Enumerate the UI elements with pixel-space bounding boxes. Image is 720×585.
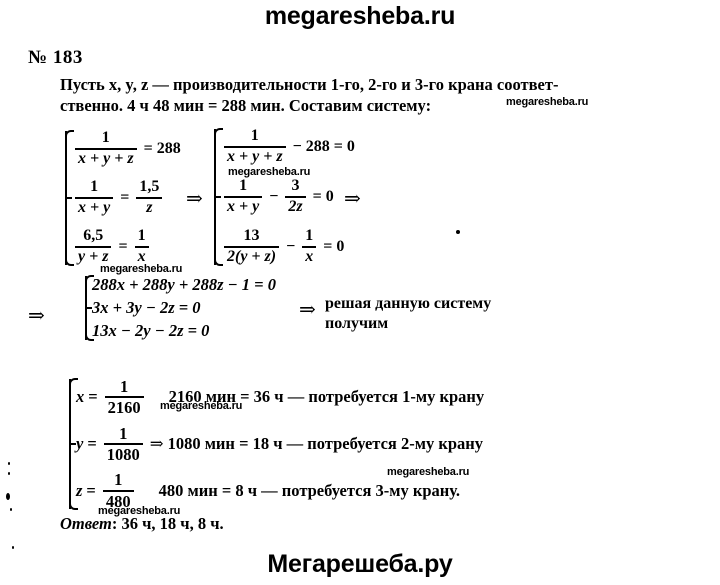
implies-arrow-1: ⇒ — [186, 188, 203, 210]
system-brace — [78, 275, 94, 341]
equation-system-2: 1 x + y + z − 288 = 0 1 x + y − 3 2z = 0 — [207, 127, 355, 266]
equation-1-2: 1 x + y = 1,5 z — [72, 178, 181, 217]
equation-3-1: 288x + 288y + 288z − 1 = 0 — [92, 275, 276, 294]
fraction: 3 2z — [285, 177, 306, 216]
implies-arrow-2: ⇒ — [344, 188, 361, 210]
inline-watermark: megaresheba.ru — [160, 400, 243, 412]
problem-statement: Пусть x, y, z — производительности 1-го,… — [60, 74, 670, 116]
solutions-rows: x = 1 2160 2160 мин = 36 ч — потребуется… — [76, 378, 484, 510]
equation-2-2: 1 x + y − 3 2z = 0 — [221, 177, 355, 216]
header-watermark: megaresheba.ru — [264, 2, 456, 30]
solutions-system: x = 1 2160 2160 мин = 36 ч — потребуется… — [62, 378, 484, 510]
intro-line-2: ственно. 4 ч 48 мин = 288 мин. Составим … — [60, 96, 432, 115]
solution-row: y = 1 1080 ⇒ 1080 мин = 18 ч — потребует… — [76, 423, 484, 464]
inline-watermark: megaresheba.ru — [387, 466, 470, 478]
system-brace — [207, 128, 223, 266]
scan-artifact-dot — [456, 230, 460, 234]
scan-artifact-dot — [8, 462, 10, 465]
fraction: 1 x + y — [224, 177, 263, 216]
answer-value: : 36 ч, 18 ч, 8 ч. — [111, 514, 224, 533]
fraction: 1 x — [302, 228, 317, 266]
intro-line-1: Пусть x, y, z — производительности 1-го,… — [60, 75, 559, 94]
scan-artifact-dot — [6, 493, 10, 500]
fraction: 1 x + y — [75, 178, 114, 217]
system-3-equations: 288x + 288y + 288z − 1 = 0 3x + 3y − 2z … — [92, 275, 276, 341]
fraction: 1 x + y + z — [224, 127, 286, 166]
equation-1-1: 1 x + y + z = 288 — [72, 129, 181, 168]
answer-label: Ответ — [60, 514, 112, 533]
scan-artifact-dot — [10, 508, 12, 511]
equation-3-2: 3x + 3y − 2z = 0 — [92, 298, 201, 317]
solution-text: 480 мин = 8 ч — потребуется 3-му крану. — [158, 480, 461, 500]
equation-2-1: 1 x + y + z − 288 = 0 — [221, 127, 355, 166]
implies-arrow-5: ⇒ — [149, 434, 164, 453]
task-number: № 183 — [28, 47, 83, 68]
solve-note: решая данную систему получим — [325, 295, 492, 332]
solution-row: x = 1 2160 2160 мин = 36 ч — потребуется… — [76, 377, 485, 418]
solution-text: 1080 мин = 18 ч — потребуется 2-му крану — [167, 434, 484, 453]
solution-variable: z — [76, 480, 83, 500]
solution-text: 2160 мин = 36 ч — потребуется 1-му крану — [168, 387, 485, 407]
equation-system-1: 1 x + y + z = 288 1 x + y = 1,5 z 6,5 — [58, 129, 181, 266]
system-brace — [62, 378, 78, 510]
fraction: 1 x — [134, 228, 149, 266]
footer-watermark: Мегарешеба.ру — [267, 550, 453, 578]
fraction: 1 1080 — [103, 424, 143, 463]
solution-variable: y — [76, 434, 84, 453]
inline-watermark: megaresheba.ru — [506, 96, 589, 108]
system-2-equations: 1 x + y + z − 288 = 0 1 x + y − 3 2z = 0 — [221, 127, 355, 266]
fraction: 6,5 y + z — [75, 228, 112, 266]
inline-watermark: megaresheba.ru — [98, 505, 181, 517]
fraction: 13 2(y + z) — [224, 228, 280, 266]
fraction: 1 2160 — [104, 378, 144, 417]
equation-2-3: 13 2(y + z) − 1 x = 0 — [221, 228, 355, 266]
inline-watermark: megaresheba.ru — [100, 263, 183, 275]
system-1-equations: 1 x + y + z = 288 1 x + y = 1,5 z 6,5 — [72, 129, 181, 266]
inline-watermark: megaresheba.ru — [228, 166, 311, 178]
system-brace — [58, 130, 74, 266]
implies-arrow-4: ⇒ — [299, 299, 316, 321]
answer-line: Ответ: 36 ч, 18 ч, 8 ч. — [60, 514, 224, 534]
fraction: 1 x + y + z — [75, 129, 137, 168]
fraction: 1 480 — [102, 471, 134, 510]
scan-artifact-dot — [8, 472, 10, 475]
fraction: 1,5 z — [136, 178, 163, 217]
solution-row: z = 1 480 480 мин = 8 ч — потребуется 3-… — [76, 470, 461, 511]
equation-system-3: 288x + 288y + 288z − 1 = 0 3x + 3y − 2z … — [78, 275, 276, 341]
equation-3-3: 13x − 2y − 2z = 0 — [92, 321, 210, 340]
equation-1-3: 6,5 y + z = 1 x — [72, 228, 181, 266]
scan-artifact-dot — [12, 546, 14, 549]
implies-arrow-3: ⇒ — [28, 305, 45, 327]
solution-variable: x — [76, 387, 85, 407]
